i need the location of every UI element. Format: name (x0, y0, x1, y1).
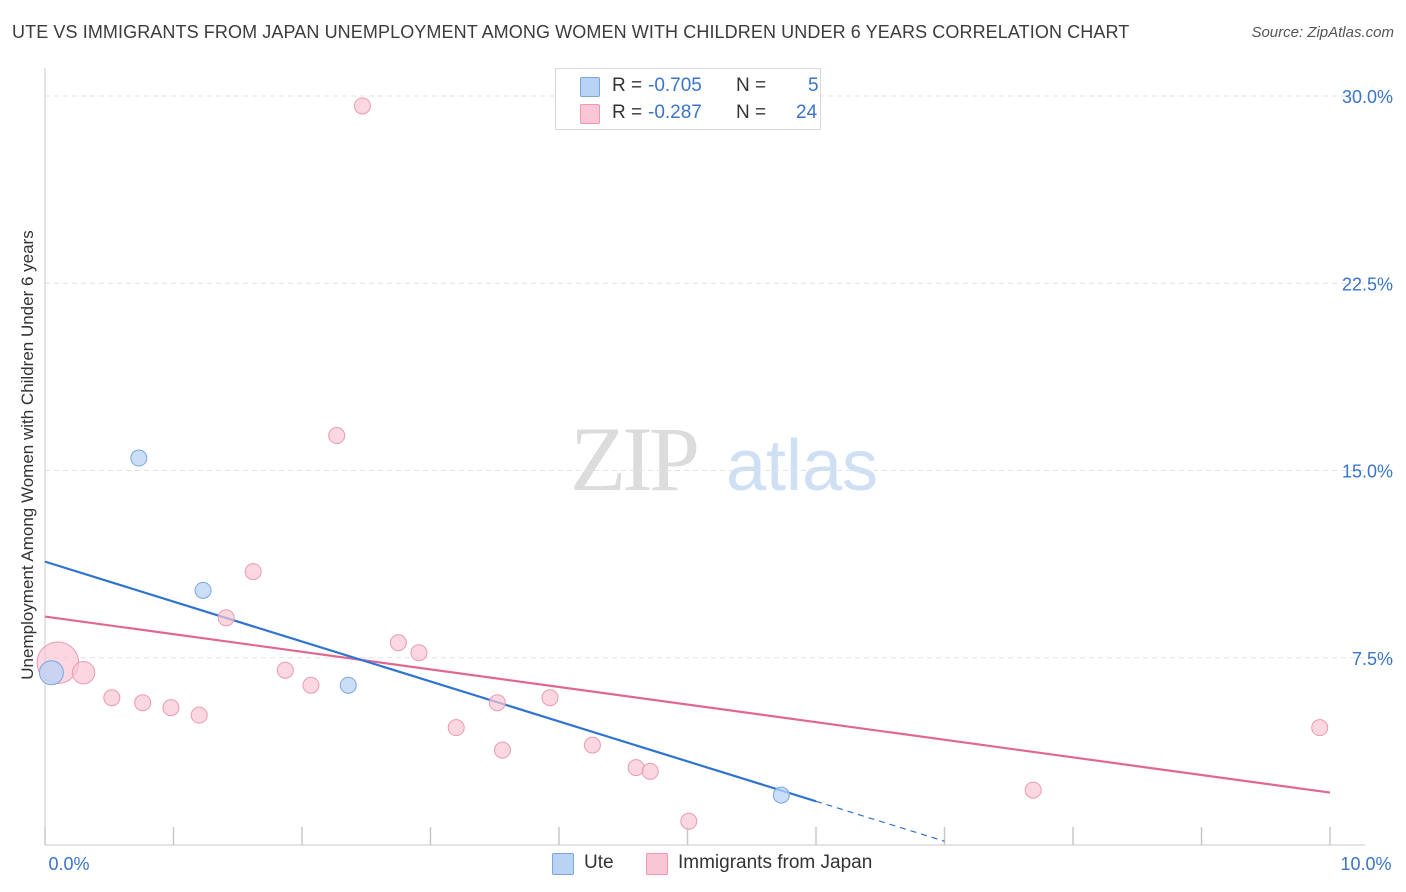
point-ute (130, 449, 148, 467)
series-swatch-japan (646, 853, 668, 875)
point-japan (680, 812, 698, 830)
point-japan (302, 676, 320, 694)
point-japan (410, 644, 428, 662)
tick-labels: 7.5% 15.0% 22.5% 30.0% 0.0% 10.0% (48, 87, 1393, 874)
point-japan (641, 762, 659, 780)
point-japan (244, 563, 262, 581)
point-japan (1024, 781, 1042, 799)
point-japan (134, 694, 152, 712)
x-tick-label: 10.0% (1340, 854, 1391, 874)
point-japan (488, 694, 506, 712)
point-ute (38, 660, 64, 686)
legend-r-value: -0.705 (648, 75, 702, 96)
series-label-ute: Ute (584, 852, 614, 873)
trend-lines (44, 560, 1331, 842)
legend-r-label: R = (612, 75, 643, 96)
point-japan (71, 661, 96, 685)
watermark-atlas: atlas (726, 426, 878, 506)
y-tick-label: 15.0% (1342, 462, 1393, 482)
series-label-japan: Immigrants from Japan (678, 852, 873, 873)
legend-n-label: N = (736, 102, 767, 123)
point-japan (583, 736, 601, 754)
chart-title: UTE VS IMMIGRANTS FROM JAPAN UNEMPLOYMEN… (12, 22, 1130, 42)
grid (45, 95, 1365, 659)
series-swatch-ute (552, 853, 574, 875)
point-japan (627, 759, 645, 777)
data-points (36, 97, 1329, 830)
point-japan (103, 689, 121, 707)
point-japan (276, 661, 294, 679)
point-japan (541, 689, 559, 707)
point-japan (217, 609, 235, 627)
legend-n-label: N = (736, 75, 767, 96)
watermark-zip: ZIP (570, 408, 697, 510)
chart-source: Source: ZipAtlas.com (1251, 24, 1394, 41)
point-ute (339, 676, 357, 694)
y-tick-label: 22.5% (1342, 274, 1393, 294)
point-japan (447, 719, 465, 737)
watermark: ZIP atlas (570, 408, 878, 510)
legend-r-label: R = (612, 102, 643, 123)
point-japan (190, 706, 208, 724)
y-axis-label: Unemployment Among Women with Children U… (18, 230, 37, 680)
axes (44, 68, 1365, 846)
correlation-legend: R = -0.705 N = 5 R = -0.287 N = 24 (555, 68, 821, 130)
y-tick-label: 7.5% (1352, 649, 1393, 669)
point-ute (194, 581, 212, 599)
point-japan (328, 427, 346, 445)
legend-swatch-ute (580, 77, 600, 97)
point-japan (353, 97, 371, 115)
trend-line-ute-extension (815, 800, 945, 842)
point-japan (1311, 719, 1329, 737)
point-japan (389, 634, 407, 652)
x-tick-label: 0.0% (48, 854, 89, 874)
legend-n-value: 5 (808, 75, 819, 96)
legend-n-value: 24 (796, 102, 818, 123)
point-ute (772, 786, 790, 804)
trend-line-japan (44, 615, 1331, 794)
trend-line-ute (44, 560, 817, 803)
y-tick-label: 30.0% (1342, 87, 1393, 107)
point-japan (493, 741, 511, 759)
point-japan (162, 699, 180, 717)
legend-r-value: -0.287 (648, 102, 702, 123)
legend-swatch-japan (580, 104, 600, 124)
